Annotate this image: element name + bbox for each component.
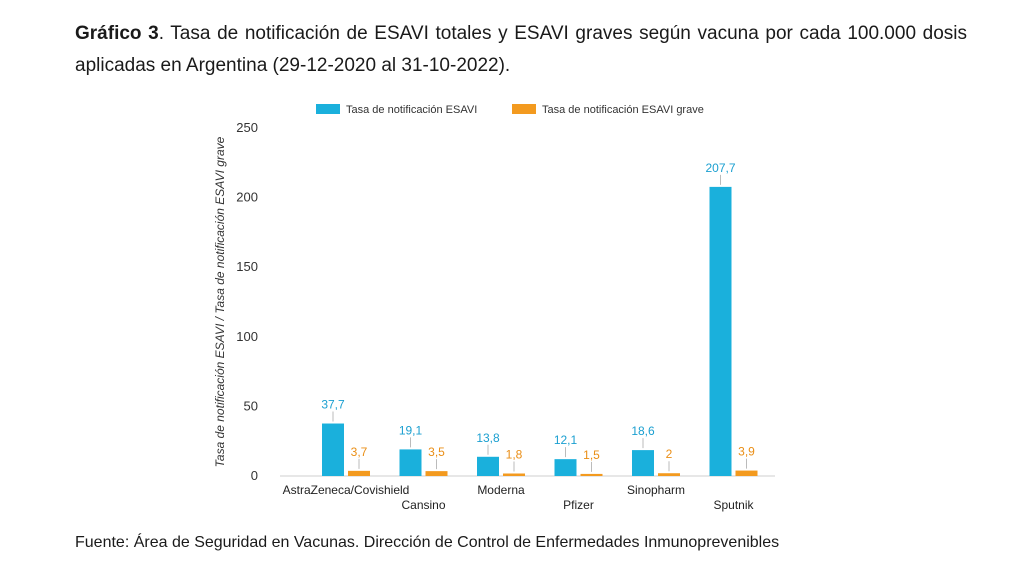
bar-esavi: [399, 449, 422, 476]
bar-chart: 0 50 100 150 200 250 Tasa de notificación ESAV…: [213, 104, 775, 512]
y-tick-label: 0: [251, 468, 258, 483]
bar-esavi: [322, 423, 344, 476]
data-label-esavi: 12,1: [554, 433, 578, 447]
legend-swatch: [316, 104, 340, 114]
data-label-esavi: 19,1: [399, 423, 423, 437]
y-tick-label: 100: [236, 329, 258, 344]
category-label: Cansino: [401, 498, 445, 512]
bar-esavi: [477, 456, 499, 476]
bar-esavi-grave: [503, 473, 525, 476]
data-label-esavi: 18,6: [631, 424, 655, 438]
caption-text: . Tasa de notificación de ESAVI totales …: [75, 23, 968, 76]
data-label-esavi-grave: 1,8: [506, 447, 523, 461]
legend-label: Tasa de notificación ESAVI grave: [542, 104, 704, 116]
category-label: AstraZeneca/Covishield: [283, 483, 410, 497]
category-label: Moderna: [477, 483, 525, 497]
bar-esavi: [709, 186, 732, 477]
data-label-esavi-grave: 3,9: [738, 445, 755, 459]
category-label: Pfizer: [563, 498, 594, 512]
bar-esavi-grave: [348, 470, 370, 476]
data-label-esavi-grave: 3,7: [351, 445, 368, 459]
data-label-esavi-grave: 1,5: [583, 448, 600, 462]
y-axis-title: Tasa de notificación ESAVI / Tasa de not…: [213, 136, 227, 467]
legend-label: Tasa de notificación ESAVI: [346, 104, 477, 116]
data-label-esavi: 37,7: [321, 398, 345, 412]
y-tick-label: 250: [236, 120, 258, 135]
caption-label: Gráfico 3: [75, 23, 159, 44]
bar-esavi-grave: [735, 470, 758, 476]
bar-esavi: [554, 459, 577, 476]
y-tick-label: 50: [244, 398, 258, 413]
bar-esavi-grave: [658, 473, 680, 476]
figure-caption: Gráfico 3. Tasa de notificación de ESAVI…: [75, 18, 967, 82]
data-label-esavi-grave: 2: [666, 447, 673, 461]
data-label-esavi: 207,7: [705, 161, 735, 175]
bar-esavi: [632, 450, 654, 476]
source-note: Fuente: Área de Seguridad en Vacunas. Di…: [75, 534, 780, 551]
legend-swatch: [512, 104, 536, 114]
y-tick-label: 200: [236, 190, 258, 205]
category-label: Sputnik: [713, 498, 754, 512]
data-label-esavi-grave: 3,5: [428, 445, 445, 459]
bar-esavi-grave: [580, 473, 603, 476]
data-label-esavi: 13,8: [476, 431, 500, 445]
category-label: Sinopharm: [627, 483, 685, 497]
y-tick-label: 150: [236, 259, 258, 274]
bar-esavi-grave: [425, 471, 448, 476]
